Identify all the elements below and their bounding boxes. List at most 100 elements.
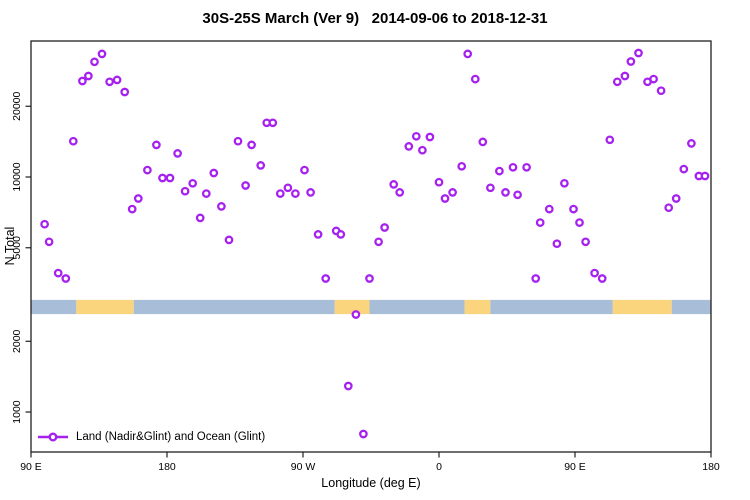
data-point [133,194,143,203]
band-segment-ocean [369,299,465,315]
data-point [552,239,562,249]
data-point [201,189,211,198]
plot-border [30,40,712,453]
x-tick-label: 90 E [20,461,42,473]
data-point [359,429,368,439]
data-point [411,131,421,141]
y-tick-label: 2000 [11,329,23,353]
data-point [649,74,658,84]
band-segment-land [612,299,672,315]
data-point [590,268,599,278]
data-point [544,204,554,214]
data-point [395,188,405,197]
band-segment-land [334,299,370,315]
data-point [671,194,681,203]
data-point [112,75,122,85]
data-point [158,173,167,183]
y-tick-label: 10000 [11,162,23,191]
data-point [440,194,450,203]
data-point [508,162,518,172]
data-point [105,77,114,87]
data-point [61,274,71,283]
y-tick-label: 5000 [11,236,23,260]
data-point [321,274,331,283]
data-point [343,381,353,391]
data-point [97,49,107,59]
legend-label: Land (Nadir&Glint) and Ocean (Glint) [76,431,266,443]
data-point [351,310,361,319]
data-point [256,161,266,170]
chart-title: 30S-25S March (Ver 9) 2014-09-06 to 2018… [202,10,548,27]
data-point [306,188,315,197]
data-point [241,181,250,190]
data-point [209,168,219,178]
data-point [501,188,510,197]
data-point [84,71,93,81]
x-tick-label: 180 [158,461,176,473]
data-point [575,218,584,227]
data-point [463,49,473,59]
data-point [418,145,427,155]
data-point [188,178,198,188]
band-segment-ocean [133,299,335,315]
data-point [569,204,578,214]
data-point [425,132,435,142]
data-point [275,189,285,198]
data-point [687,139,696,148]
band-segment-land [464,299,491,315]
band-segment-ocean [671,299,711,315]
legend: Land (Nadir&Glint) and Ocean (Glint) [37,429,265,445]
data-point [68,136,78,146]
data-point [656,86,666,96]
data-point [513,190,522,200]
data-point [365,274,374,283]
data-point [486,183,495,193]
data-point [313,230,323,239]
data-point [434,177,444,187]
data-point [127,204,137,214]
data-point [478,137,488,147]
data-point [560,178,569,188]
data-point [78,76,87,86]
data-point [634,48,643,58]
x-tick-label: 0 [436,461,442,473]
data-point [268,118,278,128]
data-point [457,161,467,171]
data-point [247,140,256,150]
x-tick-label: 90 E [564,461,586,473]
band-segment-land [76,299,134,315]
x-axis-title: Longitude (deg E) [321,476,421,490]
data-point [180,186,190,196]
y-axis-title: N Total [3,226,17,266]
data-point [90,57,99,67]
data-point [664,203,674,213]
data-point [389,180,399,189]
data-point [233,136,243,146]
data-point [581,237,590,247]
data-point [195,213,205,223]
data-point [336,230,346,239]
data-point [224,235,234,245]
data-point [522,162,531,172]
data-point [291,189,300,198]
data-point [152,140,161,150]
data-point [374,237,383,247]
legend-marker-icon [38,432,68,442]
band-segment-ocean [490,299,613,315]
data-point [535,218,545,227]
data-point [679,164,689,174]
data-point [470,74,480,84]
data-point [531,274,541,283]
data-point [165,173,175,183]
x-tick-label: 180 [702,461,720,473]
data-point [44,237,54,247]
data-point [620,71,630,81]
data-point [404,142,414,151]
data-point [217,202,226,211]
data-point [612,77,622,87]
data-point [626,57,636,66]
data-point [448,188,457,197]
data-point [173,149,182,158]
